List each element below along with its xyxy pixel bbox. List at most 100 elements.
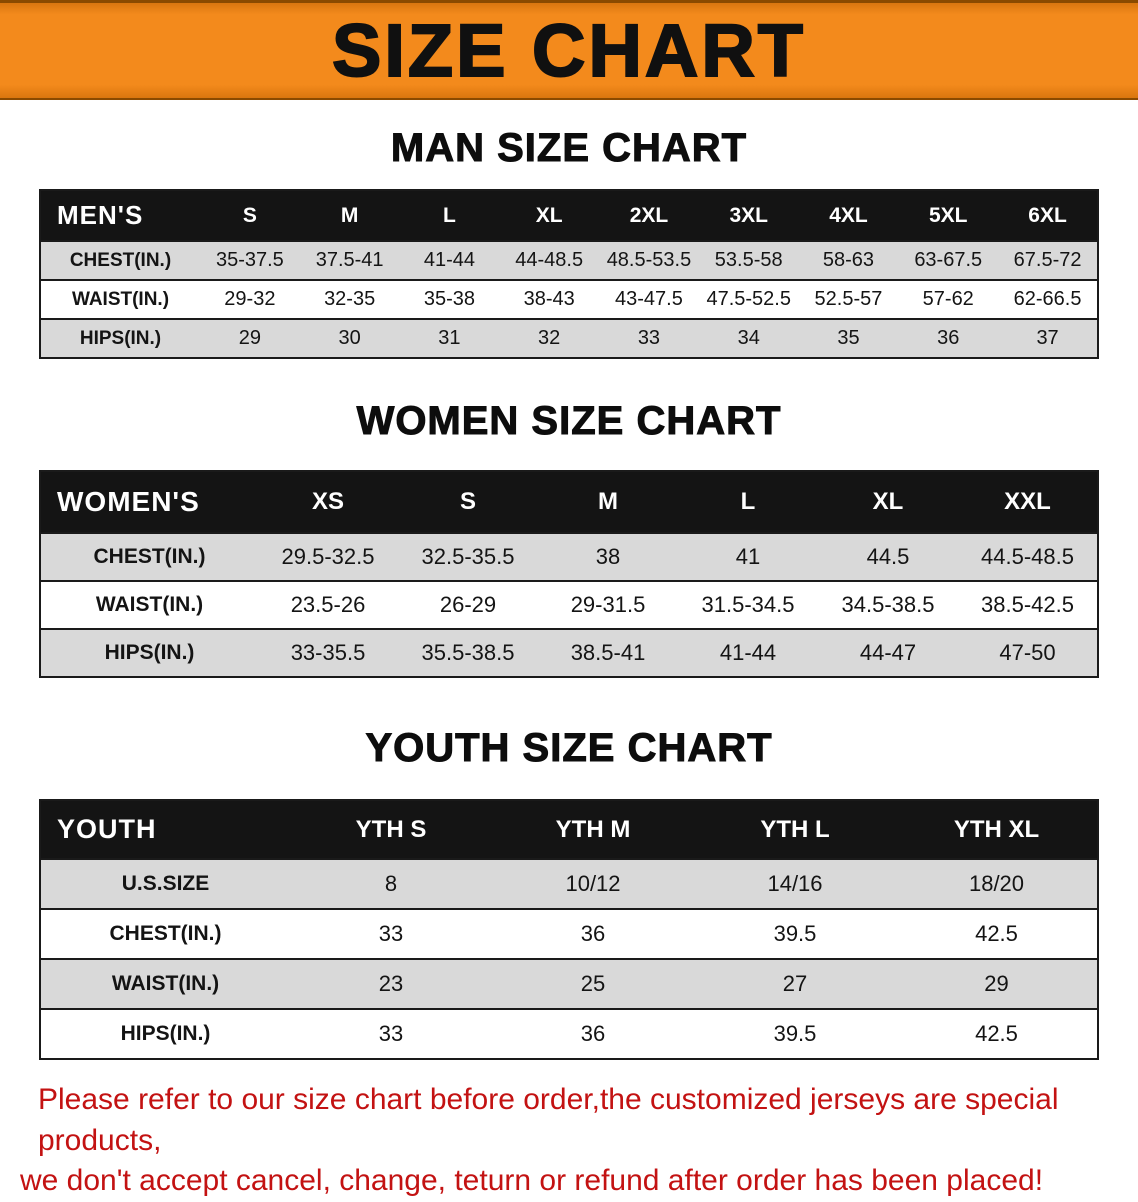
column-header: M [538,471,678,533]
cell-value: 32-35 [299,279,400,319]
row-label: HIPS(IN.) [40,1008,290,1059]
cell-value: 38 [538,532,678,581]
table-corner-label: WOMEN'S [40,471,258,533]
youth-size-table: YOUTH YTH S YTH M YTH L YTH XL U.S.SIZE 8 10/12… [39,799,1099,1060]
cell-value: 57-62 [898,279,999,319]
cell-value: 53.5-58 [698,240,799,280]
column-header: L [399,190,500,241]
cell-value: 35 [798,318,899,358]
cell-value: 33 [599,318,699,358]
notice-line-1: Please refer to our size chart before or… [38,1083,1059,1157]
cell-value: 63-67.5 [898,240,999,280]
table-row: U.S.SIZE 8 10/12 14/16 18/20 [40,858,1098,909]
cell-value: 39.5 [694,908,896,959]
cell-value: 41-44 [678,628,818,677]
table-row: HIPS(IN.) 33 36 39.5 42.5 [40,1008,1098,1059]
cell-value: 43-47.5 [599,279,699,319]
cell-value: 26-29 [398,580,538,629]
cell-value: 41 [678,532,818,581]
cell-value: 34 [698,318,799,358]
table-row: HIPS(IN.) 29 30 31 32 33 34 35 36 37 [40,318,1098,358]
column-header: XS [258,471,398,533]
cell-value: 23 [290,958,492,1009]
cell-value: 37 [998,318,1098,358]
column-header: 6XL [998,190,1098,241]
cell-value: 30 [299,318,400,358]
column-header: M [299,190,400,241]
table-row: CHEST(IN.) 33 36 39.5 42.5 [40,908,1098,959]
row-label: CHEST(IN.) [40,240,200,280]
cell-value: 35-37.5 [200,240,300,280]
cell-value: 38.5-41 [538,628,678,677]
cell-value: 36 [492,908,694,959]
table-row: HIPS(IN.) 33-35.5 35.5-38.5 38.5-41 41-44 44-… [40,628,1098,677]
column-header: 2XL [599,190,699,241]
notice-line-2: we don't accept cancel, change, teturn o… [20,1164,1044,1197]
cell-value: 38-43 [499,279,600,319]
cell-value: 52.5-57 [798,279,899,319]
cell-value: 34.5-38.5 [818,580,958,629]
cell-value: 29 [896,958,1098,1009]
cell-value: 62-66.5 [998,279,1098,319]
cell-value: 31.5-34.5 [678,580,818,629]
row-label: U.S.SIZE [40,858,290,909]
row-label: CHEST(IN.) [40,532,258,581]
column-header: 4XL [798,190,899,241]
column-header: XXL [958,471,1098,533]
women-size-table: WOMEN'S XS S M L XL XXL CHEST(IN.) 29.5-32.5 32.5… [39,470,1099,678]
cell-value: 32.5-35.5 [398,532,538,581]
cell-value: 33 [290,908,492,959]
cell-value: 58-63 [798,240,899,280]
column-header: YTH XL [896,800,1098,859]
cell-value: 48.5-53.5 [599,240,699,280]
cell-value: 42.5 [896,1008,1098,1059]
row-label: WAIST(IN.) [40,958,290,1009]
cell-value: 67.5-72 [998,240,1098,280]
column-header: XL [818,471,958,533]
cell-value: 44.5 [818,532,958,581]
cell-value: 14/16 [694,858,896,909]
cell-value: 25 [492,958,694,1009]
cell-value: 18/20 [896,858,1098,909]
column-header: 3XL [698,190,799,241]
youth-section-heading: YOUTH SIZE CHART [365,726,773,771]
cell-value: 36 [492,1008,694,1059]
cell-value: 35-38 [399,279,500,319]
cell-value: 39.5 [694,1008,896,1059]
column-header: S [200,190,300,241]
table-row: WAIST(IN.) 29-32 32-35 35-38 38-43 43-47.5 47.… [40,279,1098,319]
cell-value: 41-44 [399,240,500,280]
banner: SIZE CHART [0,0,1138,100]
column-header: S [398,471,538,533]
column-header: 5XL [898,190,999,241]
column-header: XL [499,190,600,241]
column-header: YTH L [694,800,896,859]
cell-value: 44.5-48.5 [958,532,1098,581]
cell-value: 10/12 [492,858,694,909]
cell-value: 27 [694,958,896,1009]
page-title: SIZE CHART [331,8,806,93]
cell-value: 38.5-42.5 [958,580,1098,629]
cell-value: 44-48.5 [499,240,600,280]
row-label: HIPS(IN.) [40,628,258,677]
women-section-heading: WOMEN SIZE CHART [356,399,782,444]
cell-value: 42.5 [896,908,1098,959]
cell-value: 47.5-52.5 [698,279,799,319]
table-row: CHEST(IN.) 29.5-32.5 32.5-35.5 38 41 44.5 44.5… [40,532,1098,581]
table-row: WAIST(IN.) 23.5-26 26-29 29-31.5 31.5-34.5 34… [40,580,1098,629]
cell-value: 29 [200,318,300,358]
row-label: HIPS(IN.) [40,318,200,358]
cell-value: 29-31.5 [538,580,678,629]
column-header: YTH M [492,800,694,859]
cell-value: 37.5-41 [299,240,400,280]
cell-value: 47-50 [958,628,1098,677]
cell-value: 31 [399,318,500,358]
row-label: WAIST(IN.) [40,580,258,629]
cell-value: 29.5-32.5 [258,532,398,581]
cell-value: 23.5-26 [258,580,398,629]
table-corner-label: YOUTH [40,800,290,859]
row-label: WAIST(IN.) [40,279,200,319]
table-header-row: YOUTH YTH S YTH M YTH L YTH XL [40,800,1098,859]
column-header: YTH S [290,800,492,859]
